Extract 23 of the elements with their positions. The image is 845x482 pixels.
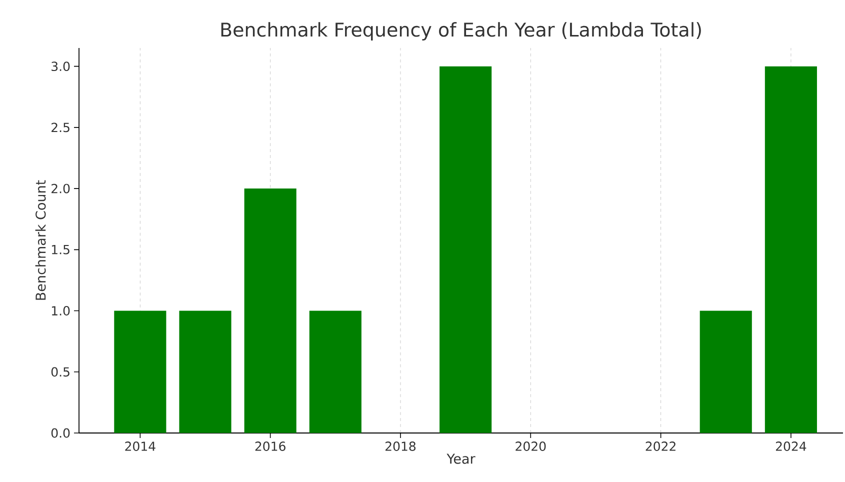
x-tick-label: 2016 (255, 442, 286, 451)
bar (700, 310, 752, 433)
x-tick-label: 2020 (516, 442, 546, 451)
bar (440, 66, 492, 433)
bar (244, 188, 296, 433)
y-tick-label: 0.5 (51, 367, 70, 377)
y-tick-label: 0.0 (51, 428, 70, 438)
bar (114, 310, 166, 433)
chart-title: Benchmark Frequency of Each Year (Lambda Total) (221, 22, 701, 40)
y-tick-label: 2.5 (52, 122, 70, 132)
x-tick-label: 2024 (776, 442, 806, 451)
y-tick-label: 1.5 (52, 245, 70, 254)
y-tick-label: 1.0 (52, 306, 70, 316)
bar (179, 310, 232, 433)
x-tick-label: 2014 (125, 442, 156, 451)
x-tick-label: 2018 (386, 442, 416, 451)
y-axis-title: Benchmark Count (35, 180, 46, 300)
y-tick-label: 3.0 (52, 62, 70, 72)
y-tick-label: 2.0 (52, 184, 70, 194)
bar (764, 66, 817, 433)
x-axis-title: Year (446, 454, 476, 464)
bar (309, 310, 362, 433)
x-tick-label: 2022 (646, 442, 676, 451)
